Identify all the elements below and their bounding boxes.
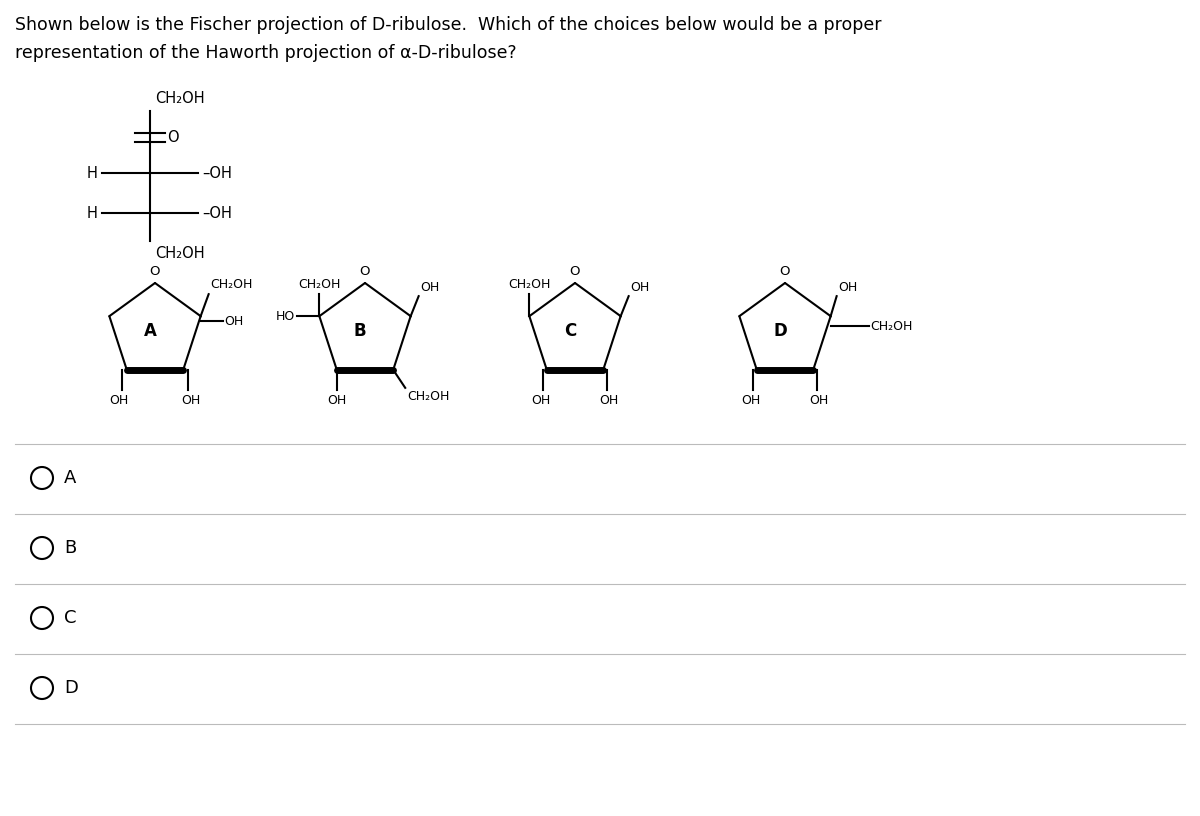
Text: OH: OH xyxy=(224,315,244,328)
Text: B: B xyxy=(354,322,366,340)
Text: H: H xyxy=(88,166,98,180)
Text: A: A xyxy=(64,469,77,487)
Text: CH₂OH: CH₂OH xyxy=(871,320,913,333)
Text: Shown below is the Fischer projection of D-ribulose.  Which of the choices below: Shown below is the Fischer projection of… xyxy=(14,16,882,34)
Text: OH: OH xyxy=(109,394,128,407)
Text: O: O xyxy=(780,265,791,278)
Text: HO: HO xyxy=(276,309,295,322)
Text: OH: OH xyxy=(810,394,829,407)
Text: O: O xyxy=(150,265,161,278)
Text: –OH: –OH xyxy=(202,166,232,180)
Text: OH: OH xyxy=(328,394,347,407)
Text: –OH: –OH xyxy=(202,206,232,220)
Text: OH: OH xyxy=(421,282,440,294)
Text: A: A xyxy=(144,322,156,340)
Text: OH: OH xyxy=(742,394,761,407)
Text: CH₂OH: CH₂OH xyxy=(155,91,205,106)
Text: O: O xyxy=(570,265,581,278)
Text: OH: OH xyxy=(181,394,200,407)
Text: representation of the Haworth projection of α-D-ribulose?: representation of the Haworth projection… xyxy=(14,44,517,62)
Text: CH₂OH: CH₂OH xyxy=(211,278,253,291)
Text: C: C xyxy=(64,609,77,627)
Text: C: C xyxy=(564,322,576,340)
Text: B: B xyxy=(64,539,77,557)
Text: D: D xyxy=(64,679,78,697)
Text: D: D xyxy=(773,322,787,340)
Text: CH₂OH: CH₂OH xyxy=(508,278,551,291)
Text: OH: OH xyxy=(532,394,551,407)
Text: OH: OH xyxy=(839,282,858,294)
Text: O: O xyxy=(360,265,371,278)
Text: CH₂OH: CH₂OH xyxy=(298,278,341,291)
Text: OH: OH xyxy=(631,282,650,294)
Text: CH₂OH: CH₂OH xyxy=(155,246,205,261)
Text: H: H xyxy=(88,206,98,220)
Text: CH₂OH: CH₂OH xyxy=(407,390,450,403)
Text: O: O xyxy=(167,130,179,145)
Text: OH: OH xyxy=(600,394,619,407)
